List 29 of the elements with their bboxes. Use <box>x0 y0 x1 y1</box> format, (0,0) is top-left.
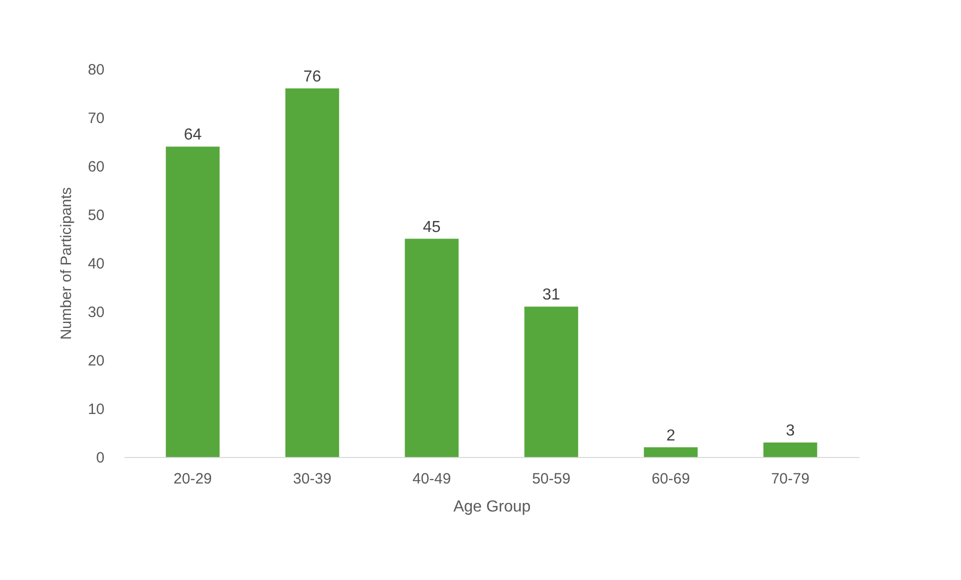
data-label: 64 <box>184 126 202 144</box>
x-tick-label: 50-59 <box>532 470 570 488</box>
y-tick-label: 0 <box>96 450 104 466</box>
bar <box>166 146 220 457</box>
y-tick-label: 30 <box>88 304 104 321</box>
y-axis-title: Number of Participants <box>58 187 75 340</box>
y-tick-label: 80 <box>88 62 104 78</box>
bar <box>644 447 698 457</box>
data-label: 2 <box>666 427 676 444</box>
data-label: 45 <box>422 218 441 236</box>
y-tick-label: 50 <box>88 207 104 224</box>
x-tick-label: 40-49 <box>412 470 451 488</box>
x-axis-title: Age Group <box>453 498 531 516</box>
y-tick-label: 20 <box>88 352 104 370</box>
data-label: 3 <box>786 422 795 440</box>
data-label: 31 <box>542 286 560 304</box>
x-tick-label: 60-69 <box>652 470 690 488</box>
y-tick-label: 10 <box>88 401 104 418</box>
bar <box>524 306 578 457</box>
x-tick-label: 70-79 <box>771 470 810 488</box>
data-label: 76 <box>303 68 322 86</box>
x-tick-label: 20-29 <box>174 470 212 488</box>
y-tick-label: 70 <box>88 110 104 127</box>
y-tick-label: 40 <box>88 256 104 272</box>
bar <box>285 88 340 457</box>
x-tick-label: 30-39 <box>293 470 332 488</box>
bar <box>404 238 459 457</box>
bar <box>763 442 818 457</box>
y-tick-label: 60 <box>88 158 104 176</box>
